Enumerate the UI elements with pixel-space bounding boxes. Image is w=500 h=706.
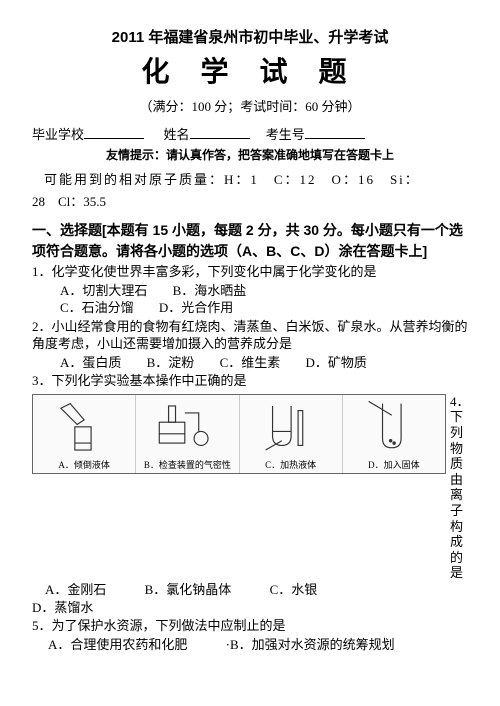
name-blank: [190, 126, 250, 139]
q3-panel-a: A．倾倒液体: [33, 395, 136, 473]
q1-opt-c: C．石油分馏: [60, 299, 134, 317]
q4-options: A．金刚石 B．氯化钠晶体 C．水银 D．蒸馏水: [32, 581, 468, 616]
id-label: 考生号: [266, 127, 305, 142]
q1-opt-b: B．海水晒盐: [173, 282, 247, 300]
q1-options: A．切割大理石 B．海水晒盐 C．石油分馏 D．光合作用: [60, 282, 468, 317]
exam-subtitle: （满分：100 分；考试时间：60 分钟）: [32, 98, 468, 116]
q5-stem: 5．为了保护水资源，下列做法中应制止的是: [32, 617, 468, 635]
q3-panel-d: D．加入固体: [343, 395, 445, 473]
q2-opt-b: B．淀粉: [147, 354, 195, 372]
q2-opt-c: C．维生素: [220, 354, 281, 372]
q3-figure: A．倾倒液体 B．检查装置的气密性 C．加热液体: [32, 394, 446, 474]
id-blank: [305, 126, 365, 139]
q4-opt-a: A．金刚石: [45, 581, 106, 599]
q3-cap-a: A．倾倒液体: [33, 459, 135, 471]
q4-stem-side: 4．下列物质由离子构成的是: [450, 394, 468, 581]
candidate-info-row: 毕业学校 姓名 考生号: [32, 126, 468, 144]
q2-opt-a: A．蛋白质: [60, 354, 121, 372]
q1-opt-a: A．切割大理石: [60, 282, 147, 300]
q5-opt-a: A．合理使用农药和化肥: [48, 636, 187, 654]
exam-title: 化 学 试 题: [32, 54, 468, 92]
q5-options: A．合理使用农药和化肥 ·B．加强对水资源的统筹规划: [48, 636, 468, 654]
exam-header-line1: 2011 年福建省泉州市初中毕业、升学考试: [32, 28, 468, 48]
q3-stem: 3．下列化学实验基本操作中正确的是: [32, 372, 468, 390]
atomic-mass-line1: 可能用到的相对原子质量：H：1 C：12 O：16 Si：: [44, 171, 468, 189]
name-label: 姓名: [164, 127, 190, 142]
q2-opt-d: D．矿物质: [305, 354, 366, 372]
q3-cap-d: D．加入固体: [343, 459, 445, 471]
q3-cap-c: C．加热液体: [240, 459, 342, 471]
q3-cap-b: B．检查装置的气密性: [136, 459, 238, 471]
q5-opt-b: B．加强对水资源的统筹规划: [230, 636, 395, 654]
q2-stem: 2．小山经常食用的食物有红烧肉、清蒸鱼、白米饭、矿泉水。从营养均衡的角度考虑，小…: [32, 318, 468, 353]
atomic-mass-line2: 28 Cl：35.5: [32, 193, 468, 211]
q4-opt-d: D．蒸馏水: [32, 599, 93, 617]
q4-opt-b: B．氯化钠晶体: [145, 581, 232, 599]
q3-panel-c: C．加热液体: [240, 395, 343, 473]
tip-line: 友情提示：请认真作答，把答案准确地填写在答题卡上: [32, 147, 468, 163]
q1-opt-d: D．光合作用: [159, 299, 233, 317]
q4-opt-c: C．水银: [270, 581, 318, 599]
school-label: 毕业学校: [32, 127, 84, 142]
q1-stem: 1．化学变化使世界丰富多彩，下列变化中属于化学变化的是: [32, 263, 468, 281]
school-blank: [84, 126, 144, 139]
q2-options: A．蛋白质 B．淀粉 C．维生素 D．矿物质: [60, 354, 468, 372]
section-1-head: 一、选择题[本题有 15 小题，每题 2 分，共 30 分。每小题只有一个选项符…: [32, 220, 468, 261]
q3-panel-b: B．检查装置的气密性: [136, 395, 239, 473]
